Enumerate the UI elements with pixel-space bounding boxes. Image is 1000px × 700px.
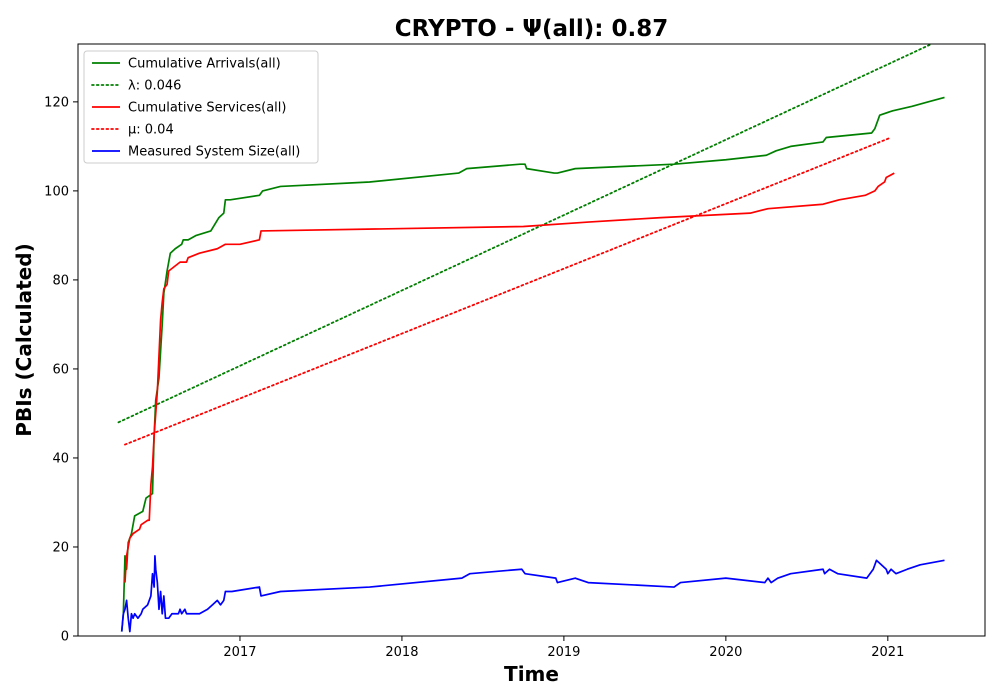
plot-area [117,44,945,633]
series-line-0-046 [117,44,933,424]
series-line-measured-system-size-all [120,555,945,633]
x-axis-title: Time [504,662,559,686]
legend-label: μ: 0.04 [128,123,174,138]
y-tick-label: 80 [52,273,69,288]
series-line-cumulative-arrivals-all [120,96,945,632]
x-tick-label: 2020 [709,645,742,660]
series-line-cumulative-services-all [124,172,895,583]
axes: 2017 2018 2019 2020 2021 0 20 40 60 80 100 120 [44,43,986,660]
x-tick-label: 2018 [385,645,418,660]
legend-label: Cumulative Services(all) [128,101,286,116]
y-tick-label: 100 [44,184,69,199]
y-tick-label: 60 [52,362,69,377]
x-tick-label: 2019 [547,645,580,660]
legend-box [83,50,319,164]
y-tick-label: 20 [52,540,69,555]
legend-label: Measured System Size(all) [128,145,300,160]
plot-frame [77,43,986,637]
legend-label: Cumulative Arrivals(all) [128,57,281,72]
x-tick-label: 2021 [871,645,904,660]
x-tick-label: 2017 [223,645,256,660]
chart-title: CRYPTO - Ψ(all): 0.87 [395,16,668,42]
legend: Cumulative Arrivals(all) λ: 0.046 Cumulati… [83,50,319,164]
y-axis-title: PBIs (Calculated) [12,243,36,436]
y-tick-label: 120 [44,95,69,110]
series-line-0-04 [124,136,892,446]
legend-label: λ: 0.046 [128,79,181,94]
y-tick-label: 0 [61,630,69,645]
y-tick-label: 40 [52,451,69,466]
